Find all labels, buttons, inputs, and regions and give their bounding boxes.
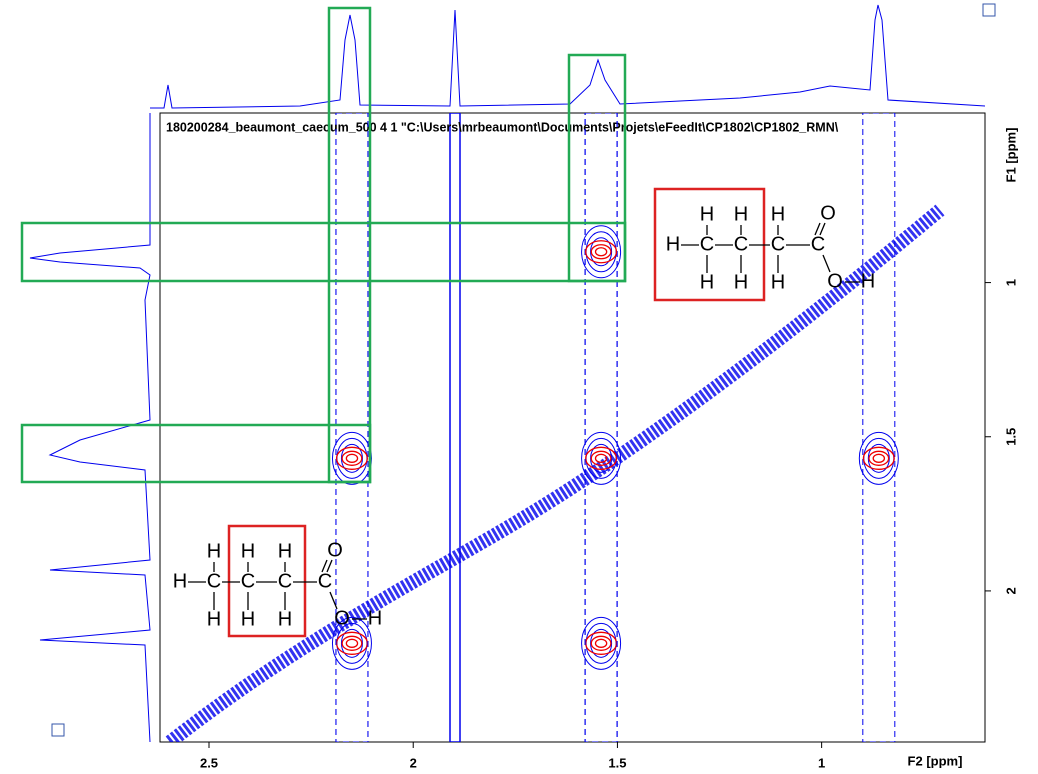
atom: H bbox=[241, 540, 255, 562]
atom: C bbox=[241, 570, 255, 592]
spectrum-title: 180200284_beaumont_caecum_500 4 1 "C:\Us… bbox=[166, 120, 839, 134]
plot-area: 180200284_beaumont_caecum_500 4 1 "C:\Us… bbox=[165, 113, 945, 742]
contour-core bbox=[594, 453, 608, 463]
atom: O bbox=[820, 202, 836, 224]
contour-core bbox=[868, 450, 890, 466]
projections bbox=[29, 4, 986, 743]
atom: O bbox=[327, 539, 343, 561]
atom: C bbox=[811, 233, 825, 255]
red-box bbox=[653, 187, 766, 302]
bond bbox=[326, 559, 333, 573]
contour bbox=[590, 628, 613, 658]
contour-core bbox=[585, 240, 618, 264]
atom: H bbox=[278, 540, 292, 562]
contour-core bbox=[335, 631, 369, 655]
contour bbox=[340, 443, 363, 473]
highlight-boxes bbox=[20, 6, 627, 484]
atom: C bbox=[700, 233, 714, 255]
contour bbox=[331, 616, 372, 670]
contour-core bbox=[590, 635, 612, 651]
y-tick-label: 1 bbox=[1003, 279, 1018, 286]
atom: H bbox=[241, 608, 255, 630]
contour bbox=[581, 431, 622, 485]
contour-core bbox=[345, 638, 359, 648]
atom: C bbox=[771, 233, 785, 255]
atom: H bbox=[278, 608, 292, 630]
atom: C bbox=[318, 570, 332, 592]
bond bbox=[814, 222, 821, 236]
atom: H bbox=[207, 608, 221, 630]
molecule: H C C C CH H HH H HOO H bbox=[666, 202, 875, 293]
plot-frame bbox=[159, 112, 986, 743]
atom: H bbox=[734, 271, 748, 293]
atom: H bbox=[700, 203, 714, 225]
bond bbox=[819, 222, 826, 236]
contour-core bbox=[872, 453, 886, 463]
atom: H bbox=[861, 270, 875, 292]
x-axis-label: F2 [ppm] bbox=[908, 753, 963, 768]
atom: C bbox=[207, 570, 221, 592]
y-axis-label: F1 [ppm] bbox=[1003, 128, 1018, 183]
atom: H bbox=[771, 271, 785, 293]
x-tick-label: 2.5 bbox=[200, 755, 218, 770]
contour-core bbox=[594, 247, 608, 257]
contour bbox=[331, 431, 372, 485]
atom: O bbox=[827, 270, 843, 292]
contour-core bbox=[335, 446, 369, 470]
contour bbox=[581, 616, 622, 670]
contour bbox=[858, 431, 899, 485]
contour-core bbox=[590, 450, 612, 466]
atom: O bbox=[334, 607, 350, 629]
atom: H bbox=[771, 203, 785, 225]
contour bbox=[590, 443, 613, 473]
x-tick-label: 1 bbox=[818, 755, 825, 770]
atom: H bbox=[368, 607, 382, 629]
molecule: H C C C CH H HH H HOO H bbox=[173, 539, 382, 630]
bond bbox=[822, 254, 831, 273]
atom: H bbox=[734, 203, 748, 225]
y-tick-label: 2 bbox=[1003, 587, 1018, 594]
contour bbox=[581, 225, 622, 279]
contour-core bbox=[345, 453, 359, 463]
atom: H bbox=[207, 540, 221, 562]
contour-core bbox=[594, 638, 608, 648]
bond bbox=[329, 591, 338, 610]
top-projection bbox=[150, 4, 986, 109]
green-box bbox=[20, 423, 372, 484]
contour-core bbox=[590, 244, 612, 260]
red-box bbox=[227, 524, 307, 638]
left-projection bbox=[29, 113, 151, 743]
solvent-ridge bbox=[449, 113, 461, 742]
corner-box bbox=[51, 723, 65, 737]
corner-box bbox=[982, 3, 996, 17]
green-box bbox=[20, 221, 627, 283]
atom: H bbox=[173, 570, 187, 592]
atom: H bbox=[700, 271, 714, 293]
contour bbox=[867, 443, 890, 473]
atom: C bbox=[278, 570, 292, 592]
contour bbox=[590, 237, 613, 267]
molecule-boxes bbox=[227, 187, 766, 638]
contour-core bbox=[585, 446, 618, 470]
bond bbox=[321, 559, 328, 573]
y-tick-label: 1.5 bbox=[1003, 428, 1018, 446]
contour bbox=[340, 628, 363, 658]
atom: H bbox=[666, 233, 680, 255]
contour-core bbox=[585, 631, 618, 655]
atom: C bbox=[734, 233, 748, 255]
contour-core bbox=[862, 446, 895, 470]
x-tick-label: 1.5 bbox=[608, 755, 626, 770]
diagonal-ridge bbox=[165, 204, 945, 742]
x-tick-label: 2 bbox=[410, 755, 417, 770]
contour-core bbox=[341, 450, 363, 466]
contour-core bbox=[341, 635, 363, 651]
